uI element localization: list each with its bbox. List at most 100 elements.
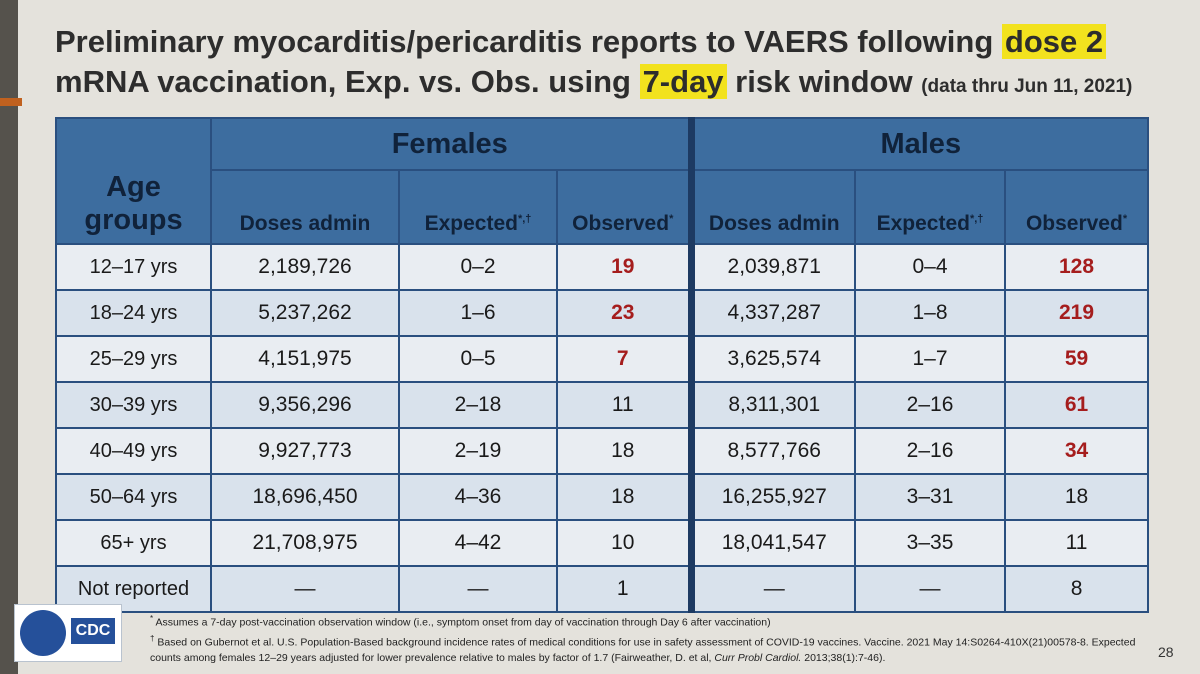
male-expected-cell: 1–7 bbox=[854, 335, 1007, 383]
male-doses-cell: 18,041,547 bbox=[687, 519, 857, 567]
female-expected-cell: 4–36 bbox=[398, 473, 558, 521]
female-expected-cell: — bbox=[398, 565, 558, 613]
age-group-cell: 30–39 yrs bbox=[55, 381, 212, 429]
age-group-cell: 18–24 yrs bbox=[55, 289, 212, 337]
age-group-cell: Not reported bbox=[55, 565, 212, 613]
footnote-mark: * bbox=[150, 614, 154, 623]
age-group-cell: 12–17 yrs bbox=[55, 243, 212, 291]
table-row: 40–49 yrs 9,927,773 2–19 18 8,577,766 2–… bbox=[55, 427, 1150, 475]
male-expected-cell: 2–16 bbox=[854, 427, 1007, 475]
footnote-2: † Based on Gubernot et al. U.S. Populati… bbox=[150, 631, 1160, 667]
age-group-cell: 25–29 yrs bbox=[55, 335, 212, 383]
age-group-cell: 40–49 yrs bbox=[55, 427, 212, 475]
table-row: 50–64 yrs 18,696,450 4–36 18 16,255,927 … bbox=[55, 473, 1150, 521]
male-expected-cell: — bbox=[854, 565, 1007, 613]
header-female-observed: Observed* bbox=[555, 169, 693, 245]
title-highlight-7day: 7-day bbox=[639, 64, 727, 99]
table-row: 12–17 yrs 2,189,726 0–2 19 2,039,871 0–4… bbox=[55, 243, 1150, 291]
female-expected-cell: 0–2 bbox=[398, 243, 558, 291]
footnote-1: * Assumes a 7-day post-vaccination obser… bbox=[150, 611, 1160, 631]
table-row: Not reported — — 1 — — 8 bbox=[55, 565, 1150, 613]
male-expected-cell: 3–35 bbox=[854, 519, 1007, 567]
left-edge-shade bbox=[0, 0, 18, 674]
footnote-mark: † bbox=[150, 634, 155, 643]
cdc-logo-text: CDC bbox=[71, 618, 115, 644]
female-doses-cell: 2,189,726 bbox=[210, 243, 400, 291]
female-doses-cell: 18,696,450 bbox=[210, 473, 400, 521]
title-text-2: mRNA vaccination, Exp. vs. Obs. using bbox=[55, 64, 640, 99]
female-observed-cell: 10 bbox=[555, 519, 693, 567]
table-row: 65+ yrs 21,708,975 4–42 10 18,041,547 3–… bbox=[55, 519, 1150, 567]
table-row: 25–29 yrs 4,151,975 0–5 7 3,625,574 1–7 … bbox=[55, 335, 1150, 383]
female-expected-cell: 4–42 bbox=[398, 519, 558, 567]
header-observed-label: Observed bbox=[1025, 212, 1123, 235]
header-observed-label: Observed bbox=[572, 212, 670, 235]
title-text-3: risk window bbox=[726, 64, 922, 99]
male-observed-cell: 128 bbox=[1004, 243, 1150, 291]
male-expected-cell: 1–8 bbox=[854, 289, 1007, 337]
female-observed-cell: 19 bbox=[555, 243, 693, 291]
female-doses-cell: 5,237,262 bbox=[210, 289, 400, 337]
title-data-note: (data thru Jun 11, 2021) bbox=[921, 76, 1133, 97]
male-observed-cell: 219 bbox=[1004, 289, 1150, 337]
header-male-observed: Observed* bbox=[1004, 169, 1150, 245]
title-highlight-dose2: dose 2 bbox=[1001, 24, 1107, 59]
age-group-cell: 65+ yrs bbox=[55, 519, 212, 567]
female-observed-cell: 1 bbox=[555, 565, 693, 613]
male-doses-cell: — bbox=[687, 565, 857, 613]
footnote-mark: *,† bbox=[969, 213, 984, 225]
footnotes: * Assumes a 7-day post-vaccination obser… bbox=[150, 611, 1160, 667]
female-observed-cell: 18 bbox=[555, 427, 693, 475]
title-text-1: Preliminary myocarditis/pericarditis rep… bbox=[55, 24, 1002, 59]
cdc-hhs-logo: CDC bbox=[14, 604, 122, 662]
header-female-doses: Doses admin bbox=[210, 169, 400, 245]
female-observed-cell: 7 bbox=[555, 335, 693, 383]
results-table: Age groups Females Males Doses admin Exp… bbox=[55, 117, 1150, 613]
female-doses-cell: — bbox=[210, 565, 400, 613]
female-expected-cell: 2–18 bbox=[398, 381, 558, 429]
male-expected-cell: 3–31 bbox=[854, 473, 1007, 521]
female-observed-cell: 23 bbox=[555, 289, 693, 337]
orange-accent-bar bbox=[0, 98, 22, 106]
male-observed-cell: 11 bbox=[1004, 519, 1150, 567]
female-doses-cell: 9,356,296 bbox=[210, 381, 400, 429]
footnote-mark: *,† bbox=[517, 213, 532, 225]
table-row: 30–39 yrs 9,356,296 2–18 11 8,311,301 2–… bbox=[55, 381, 1150, 429]
footnote-mark: * bbox=[669, 213, 674, 225]
female-expected-cell: 0–5 bbox=[398, 335, 558, 383]
footnote-1-text: Assumes a 7-day post-vaccination observa… bbox=[155, 616, 771, 629]
male-expected-cell: 2–16 bbox=[854, 381, 1007, 429]
female-doses-cell: 4,151,975 bbox=[210, 335, 400, 383]
results-table-wrapper: Age groups Females Males Doses admin Exp… bbox=[55, 117, 1150, 613]
male-observed-cell: 8 bbox=[1004, 565, 1150, 613]
header-females: Females bbox=[209, 117, 693, 171]
header-males: Males bbox=[687, 117, 1150, 171]
header-female-expected: Expected*,† bbox=[398, 169, 558, 245]
male-doses-cell: 3,625,574 bbox=[687, 335, 857, 383]
female-expected-cell: 2–19 bbox=[398, 427, 558, 475]
footnote-2-text: Based on Gubernot et al. U.S. Population… bbox=[150, 636, 1136, 665]
table-row: 18–24 yrs 5,237,262 1–6 23 4,337,287 1–8… bbox=[55, 289, 1150, 337]
female-doses-cell: 9,927,773 bbox=[210, 427, 400, 475]
footnote-2-text-end: 2013;38(1):7-46). bbox=[801, 652, 886, 664]
male-doses-cell: 8,311,301 bbox=[687, 381, 857, 429]
male-expected-cell: 0–4 bbox=[854, 243, 1007, 291]
male-doses-cell: 2,039,871 bbox=[687, 243, 857, 291]
slide-title: Preliminary myocarditis/pericarditis rep… bbox=[55, 22, 1175, 107]
male-doses-cell: 8,577,766 bbox=[687, 427, 857, 475]
male-doses-cell: 4,337,287 bbox=[687, 289, 857, 337]
footnote-2-journal: Curr Probl Cardiol. bbox=[714, 652, 802, 664]
header-male-expected: Expected*,† bbox=[854, 169, 1007, 245]
female-doses-cell: 21,708,975 bbox=[210, 519, 400, 567]
age-group-cell: 50–64 yrs bbox=[55, 473, 212, 521]
male-observed-cell: 59 bbox=[1004, 335, 1150, 383]
header-expected-label: Expected bbox=[424, 212, 518, 235]
male-doses-cell: 16,255,927 bbox=[687, 473, 857, 521]
header-age-groups: Age groups bbox=[55, 117, 212, 245]
female-expected-cell: 1–6 bbox=[398, 289, 558, 337]
female-observed-cell: 11 bbox=[555, 381, 693, 429]
header-male-doses: Doses admin bbox=[687, 169, 857, 245]
page-number: 28 bbox=[1158, 644, 1174, 660]
footnote-mark: * bbox=[1122, 213, 1128, 225]
male-observed-cell: 34 bbox=[1004, 427, 1150, 475]
